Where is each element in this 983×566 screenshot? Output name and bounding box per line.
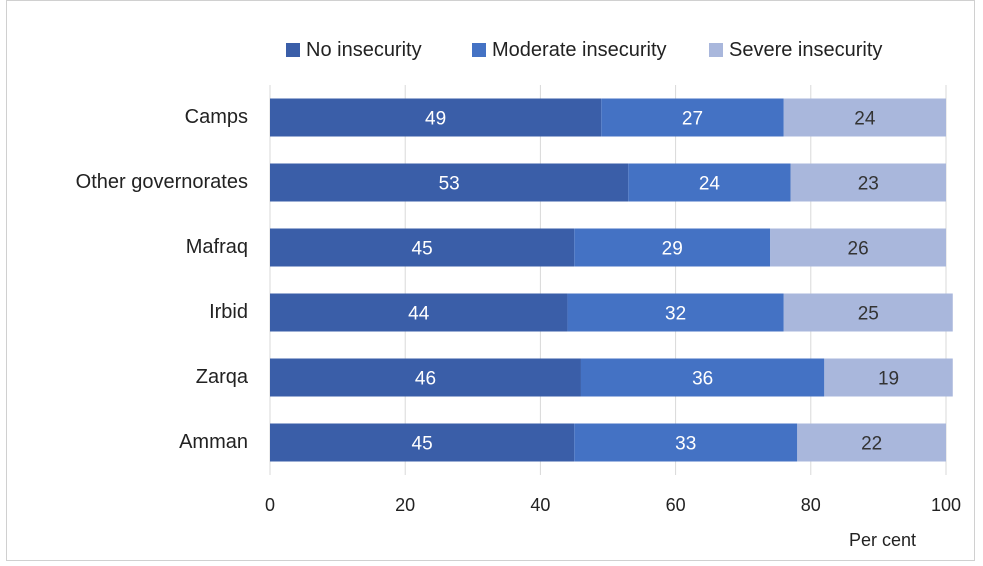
data-label-moderate-insecurity-mafraq: 29: [662, 239, 683, 260]
x-tick-label-40: 40: [530, 495, 551, 515]
legend-item-moderate-insecurity: Moderate insecurity: [472, 36, 667, 64]
data-label-severe-insecurity-other-governorates: 23: [858, 174, 879, 195]
x-tick-label-80: 80: [800, 495, 821, 515]
bar-no-insecurity-zarqa: [270, 358, 581, 397]
bar-no-insecurity-amman: [270, 423, 575, 462]
category-label-mafraq: Mafraq: [185, 235, 248, 258]
bar-no-insecurity-other-governorates: [270, 163, 629, 202]
legend-label-no-insecurity: No insecurity: [306, 38, 422, 61]
category-label-irbid: Irbid: [209, 300, 248, 323]
data-label-moderate-insecurity-irbid: 32: [665, 304, 686, 325]
bar-severe-insecurity-mafraq: [770, 228, 946, 267]
legend: No insecurity Moderate insecurity Severe…: [0, 36, 983, 64]
legend-item-no-insecurity: No insecurity: [286, 36, 422, 64]
bar-severe-insecurity-irbid: [783, 293, 953, 332]
bar-no-insecurity-irbid: [270, 293, 568, 332]
legend-label-moderate-insecurity: Moderate insecurity: [492, 38, 667, 61]
x-tick-label-60: 60: [665, 495, 686, 515]
bar-severe-insecurity-amman: [797, 423, 946, 462]
bar-severe-insecurity-other-governorates: [790, 163, 946, 202]
x-tick-label-100: 100: [930, 495, 962, 515]
data-label-no-insecurity-zarqa: 46: [415, 369, 436, 390]
bar-severe-insecurity-camps: [783, 98, 946, 137]
legend-label-severe-insecurity: Severe insecurity: [729, 38, 883, 61]
bar-moderate-insecurity-amman: [574, 423, 798, 462]
data-label-moderate-insecurity-other-governorates: 24: [699, 174, 721, 195]
category-label-zarqa: Zarqa: [195, 365, 248, 388]
x-tick-label-20: 20: [395, 495, 416, 515]
legend-swatch-severe-insecurity: [709, 43, 723, 57]
bar-severe-insecurity-zarqa: [824, 358, 953, 397]
bar-no-insecurity-camps: [270, 98, 602, 137]
legend-swatch-no-insecurity: [286, 43, 300, 57]
data-label-severe-insecurity-amman: 22: [861, 434, 882, 455]
bar-moderate-insecurity-zarqa: [580, 358, 825, 397]
data-label-severe-insecurity-zarqa: 19: [878, 369, 899, 390]
data-label-moderate-insecurity-camps: 27: [682, 109, 703, 130]
legend-swatch-moderate-insecurity: [472, 43, 486, 57]
data-label-severe-insecurity-irbid: 25: [858, 304, 879, 325]
bar-moderate-insecurity-other-governorates: [628, 163, 791, 202]
data-label-severe-insecurity-mafraq: 26: [848, 239, 869, 260]
data-label-no-insecurity-mafraq: 45: [412, 239, 433, 260]
category-label-other-governorates: Other governorates: [75, 170, 248, 193]
data-label-severe-insecurity-camps: 24: [854, 109, 876, 130]
chart-frame: [6, 0, 975, 561]
legend-item-severe-insecurity: Severe insecurity: [709, 36, 882, 64]
category-label-amman: Amman: [179, 430, 248, 453]
bar-moderate-insecurity-irbid: [567, 293, 784, 332]
data-label-moderate-insecurity-zarqa: 36: [692, 369, 713, 390]
data-label-moderate-insecurity-amman: 33: [675, 434, 696, 455]
bar-no-insecurity-mafraq: [270, 228, 575, 267]
x-tick-label-0: 0: [264, 495, 275, 515]
category-label-camps: Camps: [184, 105, 248, 128]
data-label-no-insecurity-other-governorates: 53: [439, 174, 460, 195]
data-label-no-insecurity-irbid: 44: [408, 304, 430, 325]
bar-moderate-insecurity-camps: [601, 98, 784, 137]
bar-moderate-insecurity-mafraq: [574, 228, 771, 267]
data-label-no-insecurity-camps: 49: [425, 109, 446, 130]
data-label-no-insecurity-amman: 45: [412, 434, 433, 455]
x-axis-title: Per cent: [849, 530, 917, 550]
